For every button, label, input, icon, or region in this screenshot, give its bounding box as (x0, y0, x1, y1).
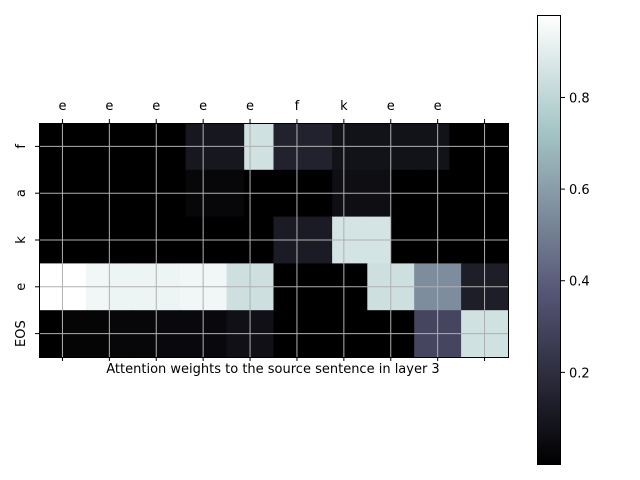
y-tick-label: a (14, 189, 29, 197)
x-tick-label: e (246, 99, 254, 114)
x-tick-label: e (105, 99, 113, 114)
x-axis-label: Attention weights to the source sentence… (106, 362, 439, 377)
x-tick-label: e (199, 99, 207, 114)
colorbar-tick-label: 0.6 (569, 183, 590, 198)
y-tick-label: k (14, 236, 29, 244)
x-tick-label: f (295, 99, 300, 114)
x-tick-label: e (387, 99, 395, 114)
x-tick-label: e (152, 99, 160, 114)
colorbar-gradient (537, 15, 561, 465)
heatmap-gridlines (39, 123, 508, 357)
y-tick-label: EOS (14, 320, 29, 347)
colorbar-ticks: 0.2 0.4 0.6 0.8 (561, 91, 590, 381)
y-tick-label: f (14, 144, 29, 149)
colorbar-tick-label: 0.4 (569, 275, 590, 290)
colorbar-tick-label: 0.8 (569, 91, 590, 106)
colorbar-tick-label: 0.2 (569, 366, 590, 381)
x-tick-label: e (434, 99, 442, 114)
x-tick-label: e (58, 99, 66, 114)
y-axis-ticks: f a k e EOS (14, 144, 39, 347)
y-tick-label: e (14, 283, 29, 291)
x-tick-label: k (340, 99, 348, 114)
colorbar: 0.2 0.4 0.6 0.8 (537, 15, 590, 465)
heatmap-frame (39, 123, 509, 358)
